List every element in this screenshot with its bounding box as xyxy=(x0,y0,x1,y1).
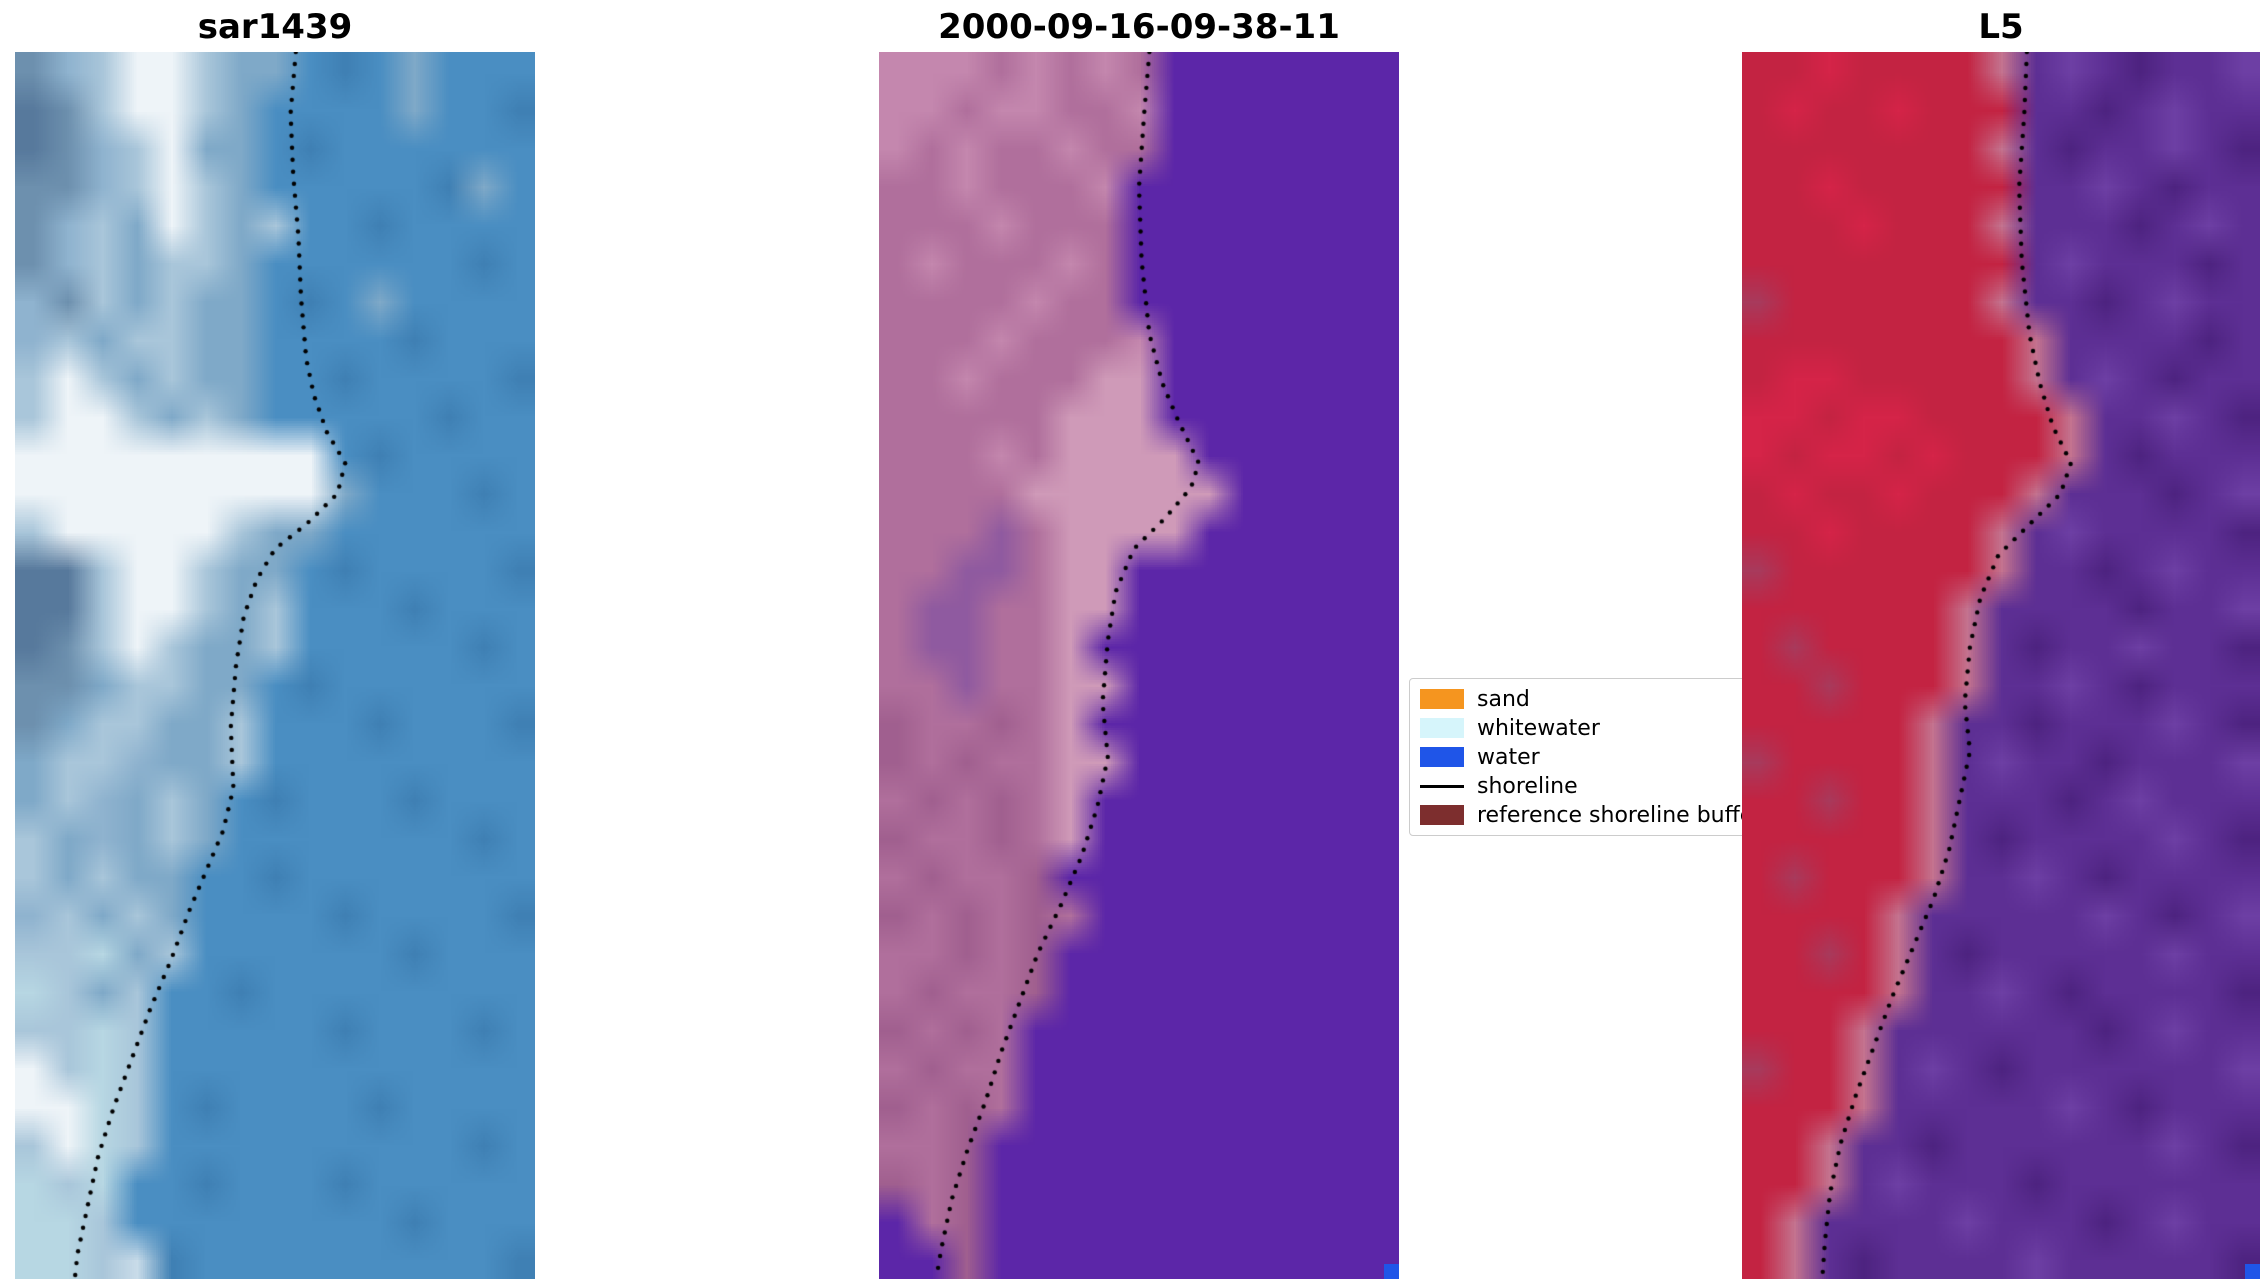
legend-label-whitewater: whitewater xyxy=(1477,715,1600,741)
legend: sand whitewater water shoreline referenc… xyxy=(1409,678,1781,836)
legend-label-water: water xyxy=(1477,744,1540,770)
sand-swatch xyxy=(1420,689,1464,709)
water-swatch xyxy=(1420,747,1464,767)
legend-label-sand: sand xyxy=(1477,686,1530,712)
panel-classified-image xyxy=(879,52,1399,1279)
shoreline-dots xyxy=(1742,52,2260,1279)
panel-title-sar1439: sar1439 xyxy=(197,7,353,47)
shoreline-line-swatch xyxy=(1420,776,1464,796)
legend-item-reference-buffer: reference shoreline buffer xyxy=(1420,802,1780,828)
corner-marker xyxy=(1384,1264,1399,1279)
panel-l5-image xyxy=(1742,52,2260,1279)
legend-item-shoreline: shoreline xyxy=(1420,773,1780,799)
panel-sar1439 xyxy=(15,52,535,1279)
legend-item-water: water xyxy=(1420,744,1780,770)
panel-title-timestamp: 2000-09-16-09-38-11 xyxy=(938,7,1340,47)
shoreline-dots xyxy=(879,52,1399,1279)
legend-label-shoreline: shoreline xyxy=(1477,773,1578,799)
corner-marker xyxy=(2245,1264,2260,1279)
legend-label-reference-buffer: reference shoreline buffer xyxy=(1477,802,1763,828)
legend-item-whitewater: whitewater xyxy=(1420,715,1780,741)
shoreline-dots xyxy=(15,52,535,1279)
whitewater-swatch xyxy=(1420,718,1464,738)
legend-item-sand: sand xyxy=(1420,686,1780,712)
reference-buffer-swatch xyxy=(1420,805,1464,825)
panel-title-l5: L5 xyxy=(1978,7,2024,47)
